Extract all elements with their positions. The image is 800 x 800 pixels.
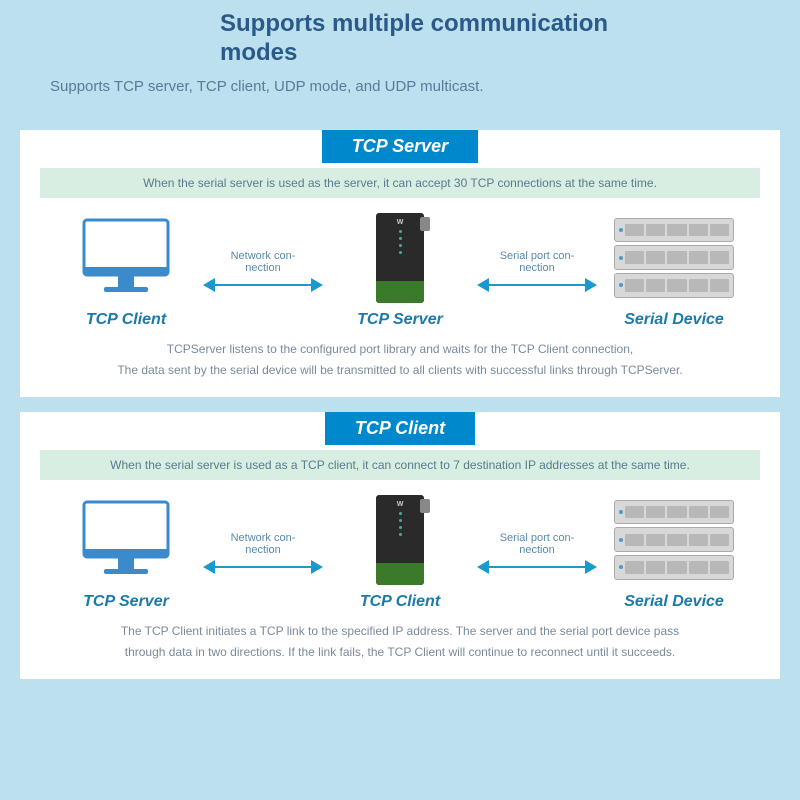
desc-line: through data in two directions. If the l… <box>50 642 750 664</box>
node-label: Serial Device <box>624 593 724 611</box>
diagram-row: TCP Client Network con-nection W <box>20 213 780 329</box>
desc-line: The data sent by the serial device will … <box>50 360 750 382</box>
arrow-serial: Serial port con-nection <box>477 532 597 574</box>
double-arrow-icon <box>477 278 597 292</box>
panel-tcp-client: TCP Client When the serial server is use… <box>20 412 780 679</box>
diagram-row: TCP Server Network con-nection W <box>20 495 780 611</box>
description: The TCP Client initiates a TCP link to t… <box>20 621 780 664</box>
header: Supports multiple communication modes Su… <box>20 0 780 115</box>
panel-header: TCP Client <box>20 412 780 445</box>
node-server: W TCP Server <box>325 213 475 329</box>
panel-tcp-server: TCP Server When the serial server is use… <box>20 130 780 397</box>
node-label: TCP Server <box>357 311 443 329</box>
node-label: Serial Device <box>624 311 724 329</box>
double-arrow-icon <box>477 560 597 574</box>
device-icon: W <box>376 213 424 303</box>
desc-line: The TCP Client initiates a TCP link to t… <box>50 621 750 643</box>
page-title: Supports multiple communication modes <box>220 10 780 68</box>
arrow-label: Network con-nection <box>231 250 296 274</box>
arrow-label: Serial port con-nection <box>500 250 575 274</box>
panel-badge: TCP Client <box>325 412 475 445</box>
arrow-network: Network con-nection <box>203 532 323 574</box>
node-label: TCP Client <box>360 593 440 611</box>
arrow-label: Network con-nection <box>231 532 296 556</box>
node-serial-device: Serial Device <box>599 495 749 611</box>
title-line1: Supports multiple communication <box>220 10 608 37</box>
rack-icon <box>614 213 734 303</box>
page: Supports multiple communication modes Su… <box>0 0 800 800</box>
page-subtitle: Supports TCP server, TCP client, UDP mod… <box>50 78 780 95</box>
double-arrow-icon <box>203 560 323 574</box>
node-serial-device: Serial Device <box>599 213 749 329</box>
double-arrow-icon <box>203 278 323 292</box>
title-line2: modes <box>220 39 297 66</box>
node-label: TCP Client <box>86 311 166 329</box>
arrow-label: Serial port con-nection <box>500 532 575 556</box>
node-server: TCP Server <box>51 495 201 611</box>
rack-icon <box>614 495 734 585</box>
monitor-icon <box>76 213 176 303</box>
arrow-network: Network con-nection <box>203 250 323 292</box>
panel-header: TCP Server <box>20 130 780 163</box>
arrow-serial: Serial port con-nection <box>477 250 597 292</box>
description: TCPServer listens to the configured port… <box>20 339 780 382</box>
monitor-icon <box>76 495 176 585</box>
device-icon: W <box>376 495 424 585</box>
green-note: When the serial server is used as the se… <box>40 168 760 198</box>
node-client: W TCP Client <box>325 495 475 611</box>
desc-line: TCPServer listens to the configured port… <box>50 339 750 361</box>
green-note: When the serial server is used as a TCP … <box>40 450 760 480</box>
node-label: TCP Server <box>83 593 169 611</box>
node-client: TCP Client <box>51 213 201 329</box>
panel-badge: TCP Server <box>322 130 478 163</box>
